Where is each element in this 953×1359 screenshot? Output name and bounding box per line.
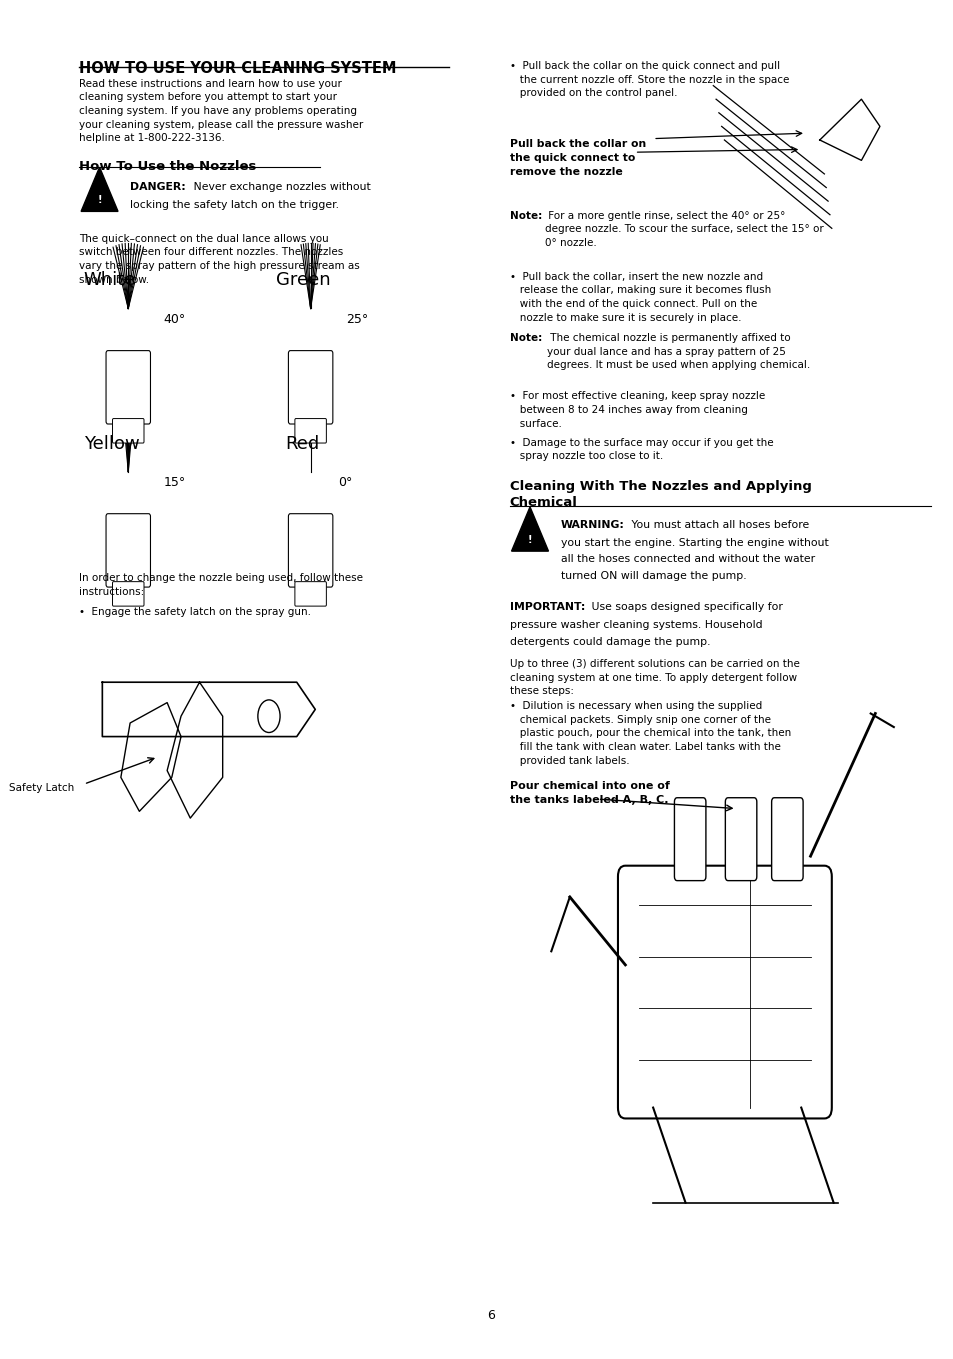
Text: all the hoses connected and without the water: all the hoses connected and without the … [560, 554, 814, 564]
Text: •  Engage the safety latch on the spray gun.: • Engage the safety latch on the spray g… [79, 607, 311, 617]
Text: Note:: Note: [509, 211, 541, 220]
Text: 6: 6 [487, 1309, 495, 1322]
FancyBboxPatch shape [112, 582, 144, 606]
Text: !: ! [97, 194, 102, 205]
FancyBboxPatch shape [724, 798, 756, 881]
Text: HOW TO USE YOUR CLEANING SYSTEM: HOW TO USE YOUR CLEANING SYSTEM [79, 61, 396, 76]
Text: 0°: 0° [338, 476, 353, 489]
Text: •  Damage to the surface may occur if you get the
   spray nozzle too close to i: • Damage to the surface may occur if you… [509, 438, 773, 461]
FancyBboxPatch shape [112, 419, 144, 443]
Text: Cleaning With The Nozzles and Applying
Chemical: Cleaning With The Nozzles and Applying C… [509, 480, 811, 510]
Text: locking the safety latch on the trigger.: locking the safety latch on the trigger. [130, 200, 338, 209]
Text: Green: Green [276, 272, 331, 289]
Polygon shape [121, 703, 181, 811]
Text: you start the engine. Starting the engine without: you start the engine. Starting the engin… [560, 538, 827, 548]
Polygon shape [819, 99, 879, 160]
Polygon shape [102, 682, 314, 737]
Text: White: White [84, 272, 136, 289]
Text: Use soaps designed specifically for: Use soaps designed specifically for [588, 602, 782, 612]
Text: detergents could damage the pump.: detergents could damage the pump. [509, 637, 709, 647]
FancyBboxPatch shape [288, 351, 333, 424]
Polygon shape [511, 507, 548, 552]
Text: Pull back the collar on
the quick connect to
remove the nozzle: Pull back the collar on the quick connec… [509, 139, 645, 177]
Text: For a more gentle rinse, select the 40° or 25°
degree nozzle. To scour the surfa: For a more gentle rinse, select the 40° … [544, 211, 822, 247]
Text: pressure washer cleaning systems. Household: pressure washer cleaning systems. Househ… [509, 620, 761, 629]
Text: Yellow: Yellow [84, 435, 139, 453]
Text: 15°: 15° [163, 476, 186, 489]
FancyBboxPatch shape [771, 798, 802, 881]
FancyBboxPatch shape [618, 866, 831, 1118]
FancyBboxPatch shape [674, 798, 705, 881]
FancyBboxPatch shape [288, 514, 333, 587]
FancyBboxPatch shape [294, 582, 326, 606]
Text: !: ! [527, 534, 532, 545]
Text: How To Use the Nozzles: How To Use the Nozzles [79, 160, 256, 174]
Text: •  Dilution is necessary when using the supplied
   chemical packets. Simply sni: • Dilution is necessary when using the s… [509, 701, 790, 765]
Text: •  For most effective cleaning, keep spray nozzle
   between 8 to 24 inches away: • For most effective cleaning, keep spra… [509, 391, 764, 428]
Polygon shape [167, 682, 222, 818]
Text: DANGER:: DANGER: [130, 182, 186, 192]
Text: 40°: 40° [163, 313, 186, 326]
Text: In order to change the nozzle being used, follow these
instructions:: In order to change the nozzle being used… [79, 573, 363, 597]
Text: •  Pull back the collar, insert the new nozzle and
   release the collar, making: • Pull back the collar, insert the new n… [509, 272, 770, 322]
Text: Safety Latch: Safety Latch [10, 783, 74, 794]
FancyBboxPatch shape [106, 514, 151, 587]
Text: The quick–connect on the dual lance allows you
switch between four different noz: The quick–connect on the dual lance allo… [79, 234, 359, 284]
Circle shape [257, 700, 280, 733]
Text: WARNING:: WARNING: [560, 520, 624, 530]
Polygon shape [81, 167, 118, 212]
Text: turned ON will damage the pump.: turned ON will damage the pump. [560, 571, 745, 580]
FancyBboxPatch shape [106, 351, 151, 424]
Text: •  Pull back the collar on the quick connect and pull
   the current nozzle off.: • Pull back the collar on the quick conn… [509, 61, 788, 98]
FancyBboxPatch shape [294, 419, 326, 443]
Text: Up to three (3) different solutions can be carried on the
cleaning system at one: Up to three (3) different solutions can … [509, 659, 799, 696]
Text: IMPORTANT:: IMPORTANT: [509, 602, 584, 612]
Text: 25°: 25° [345, 313, 368, 326]
Text: Read these instructions and learn how to use your
cleaning system before you att: Read these instructions and learn how to… [79, 79, 363, 143]
Text: The chemical nozzle is permanently affixed to
your dual lance and has a spray pa: The chemical nozzle is permanently affix… [546, 333, 809, 370]
Text: Never exchange nozzles without: Never exchange nozzles without [190, 182, 371, 192]
Text: Pour chemical into one of
the tanks labeled A, B, C.: Pour chemical into one of the tanks labe… [509, 781, 669, 806]
Text: You must attach all hoses before: You must attach all hoses before [627, 520, 808, 530]
Text: Note:: Note: [509, 333, 541, 342]
Text: Red: Red [285, 435, 319, 453]
